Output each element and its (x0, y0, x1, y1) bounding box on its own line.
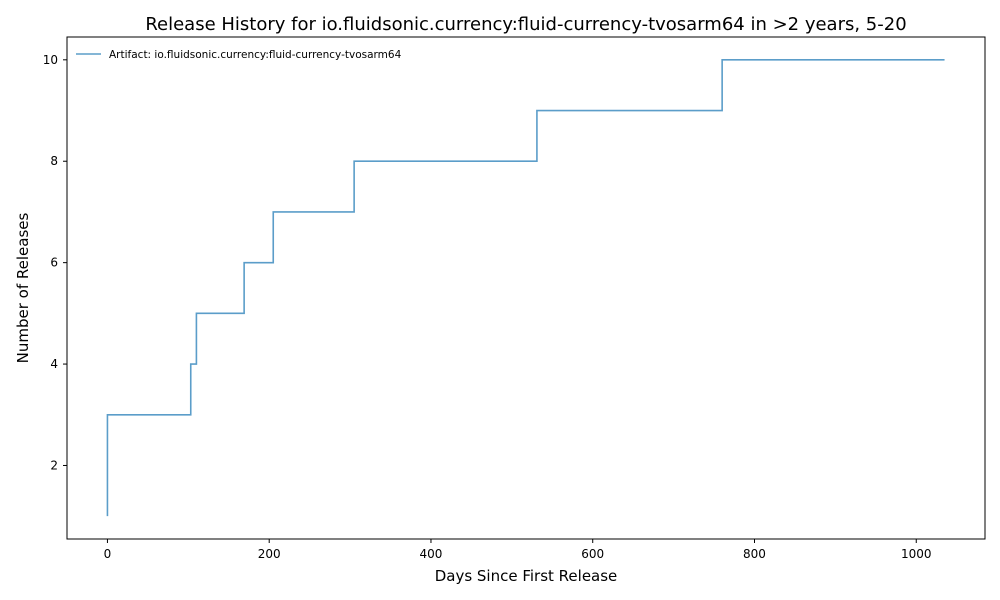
y-tick-label: 4 (50, 357, 58, 371)
series-step-line (106, 59, 945, 517)
y-tick-label: 10 (43, 53, 58, 67)
x-tick-label: 1000 (901, 547, 932, 561)
plot-frame (66, 36, 986, 540)
chart-title: Release History for io.fluidsonic.curren… (145, 14, 906, 35)
y-tick-label: 2 (50, 458, 58, 472)
legend: Artifact: io.fluidsonic.currency:fluid-c… (76, 49, 402, 61)
x-tick-label: 800 (743, 547, 766, 561)
y-tick-label: 6 (50, 256, 58, 270)
x-tick-label: 600 (581, 547, 604, 561)
y-tick-label: 8 (50, 154, 58, 168)
series-layer (106, 59, 945, 517)
x-axis: 0 200 400 600 800 1000 (104, 539, 932, 561)
legend-label: Artifact: io.fluidsonic.currency:fluid-c… (109, 49, 402, 61)
plot-area (66, 36, 986, 540)
x-tick-label: 200 (258, 547, 281, 561)
x-tick-label: 0 (104, 547, 112, 561)
y-axis-label: Number of Releases (14, 212, 32, 363)
x-tick-label: 400 (420, 547, 443, 561)
x-axis-label: Days Since First Release (435, 567, 618, 585)
y-axis: 2 4 6 8 10 (43, 53, 67, 472)
